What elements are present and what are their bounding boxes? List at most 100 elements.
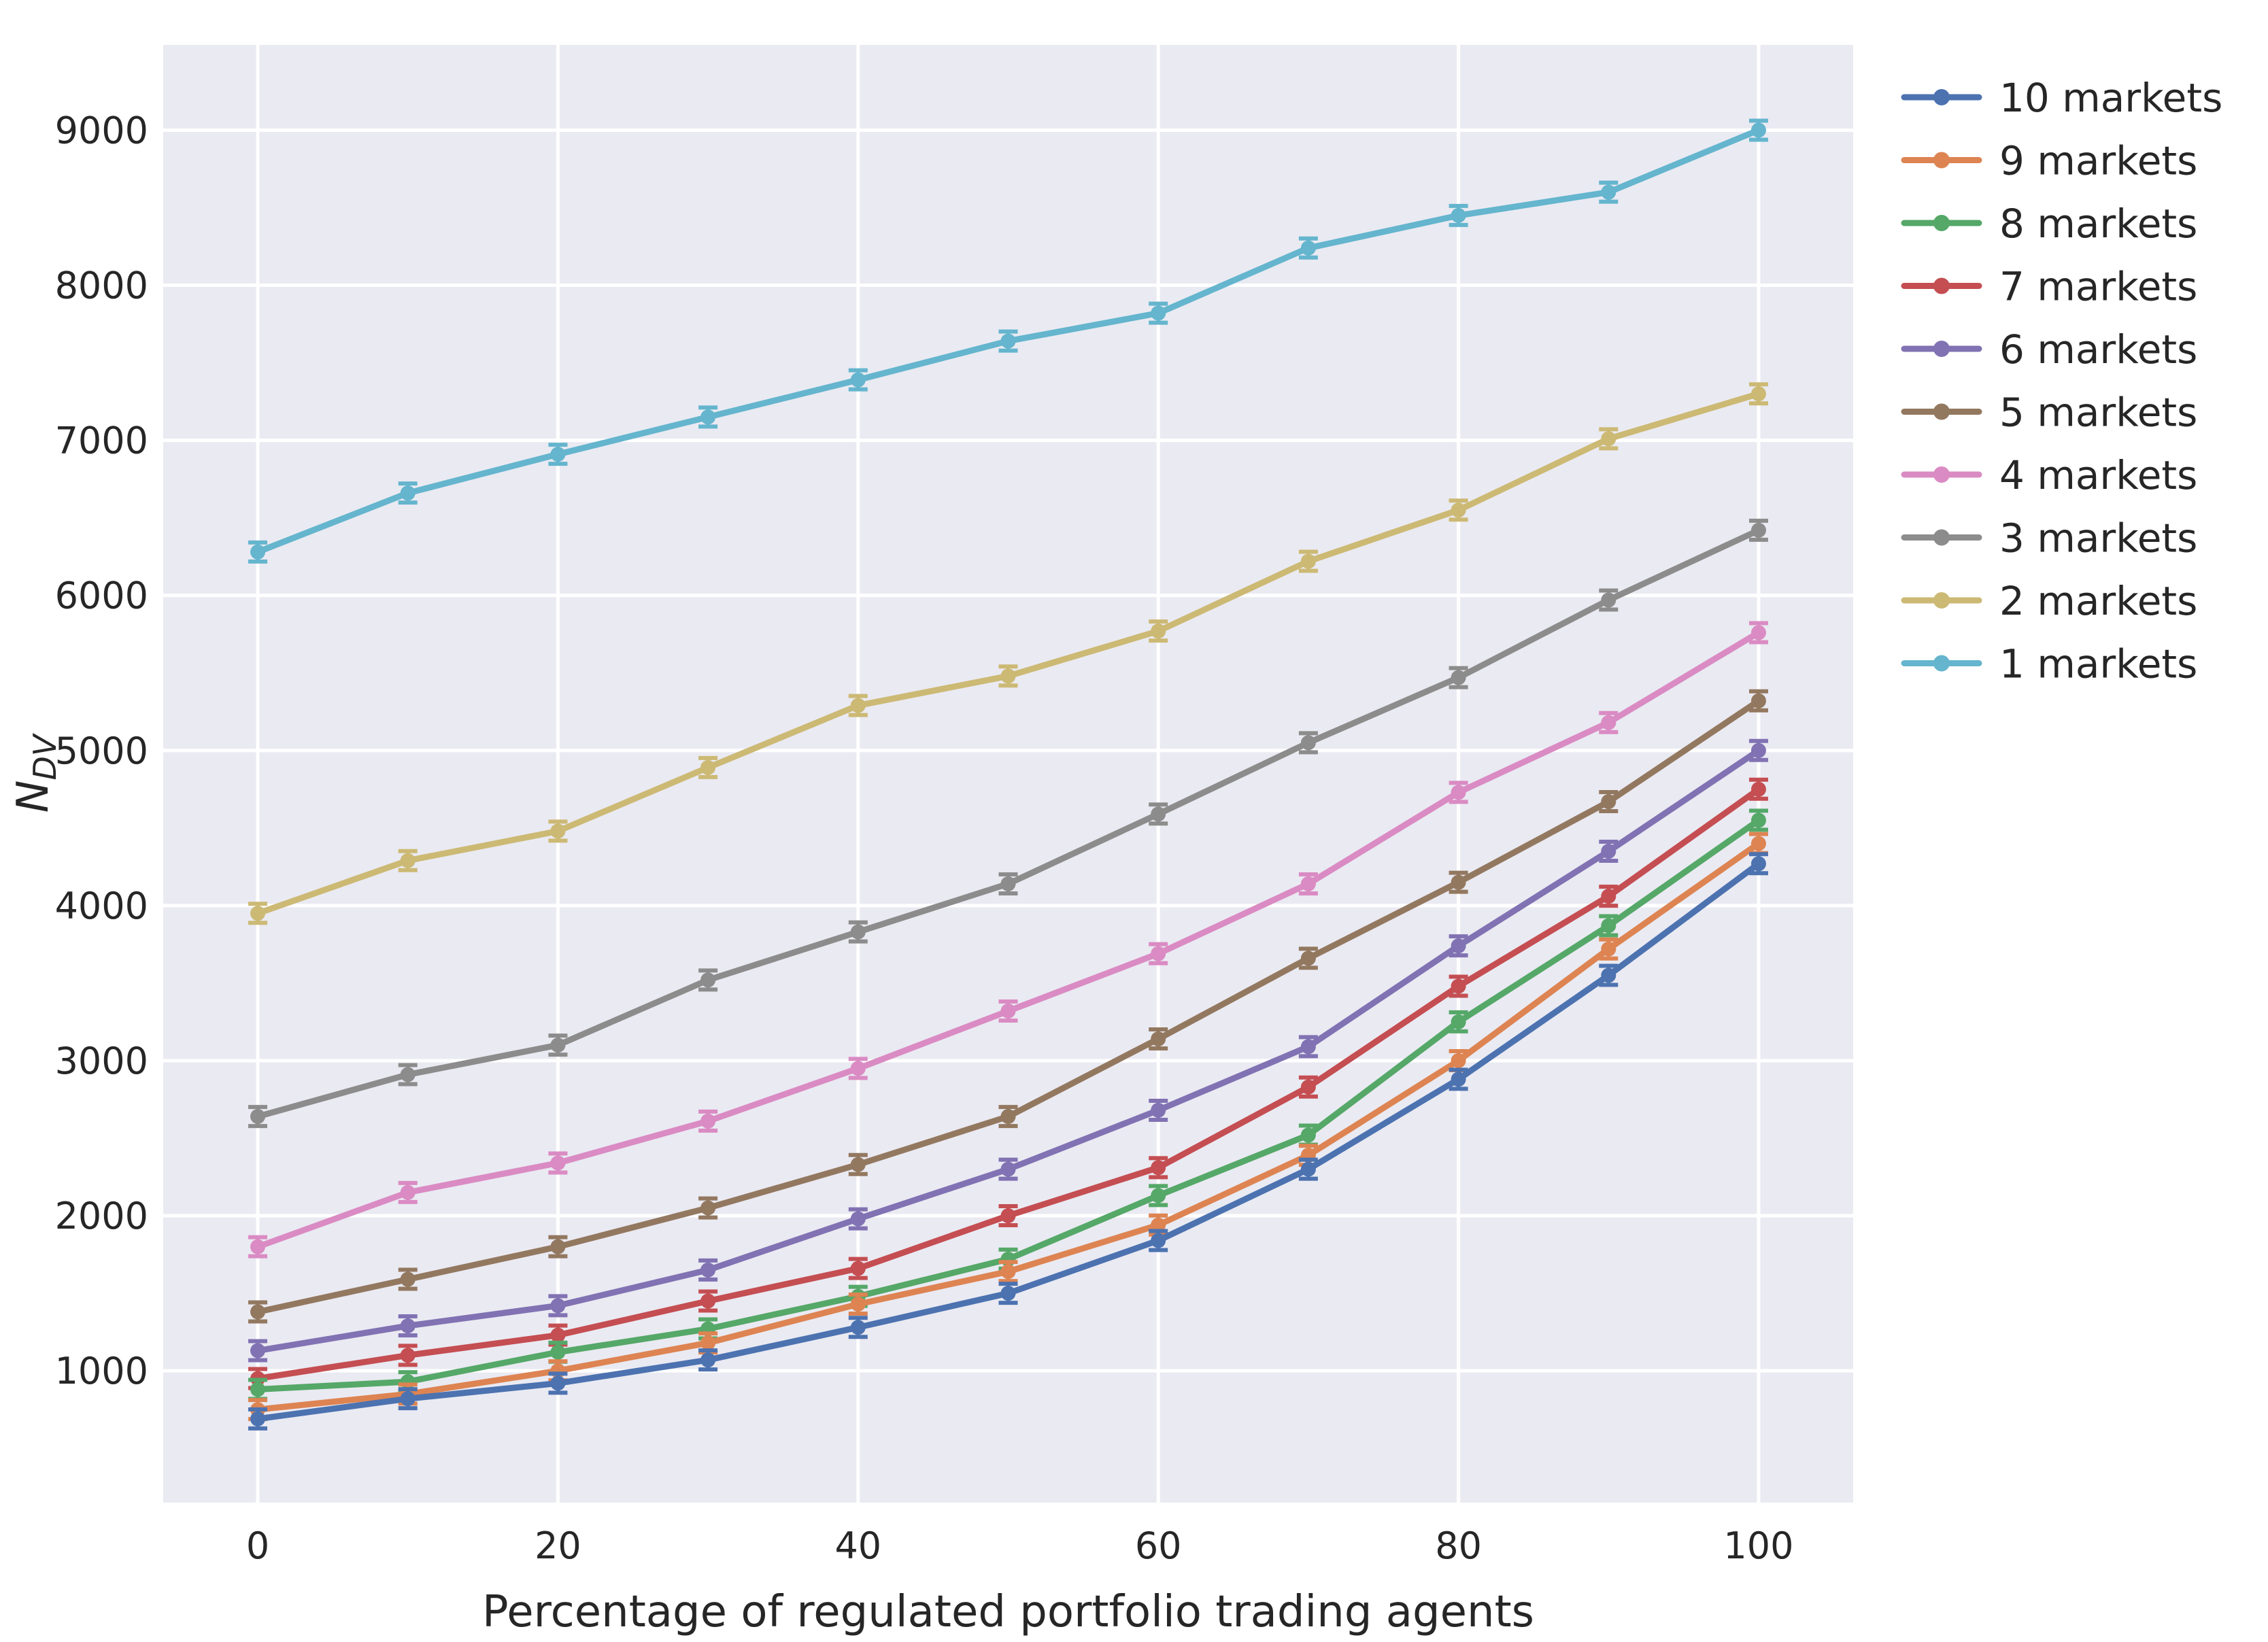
legend-item: 7 markets [1901,264,2197,310]
series-2-markets [248,382,1768,925]
data-point [1151,1217,1166,1233]
data-point [1601,431,1617,447]
data-point [1451,207,1466,223]
data-point [1601,918,1617,934]
legend-swatch-marker [1933,529,1950,546]
legend-label: 9 markets [1999,138,2197,184]
series-7-markets [248,777,1768,1390]
data-point [1151,1233,1166,1248]
data-point [1000,1109,1016,1125]
data-point [850,1320,866,1335]
legend-swatch-marker [1933,277,1950,294]
data-point [550,1298,566,1314]
legend-label: 4 markets [1999,452,2197,498]
data-point [400,1391,416,1407]
data-point [1601,844,1617,859]
legend-label: 2 markets [1999,578,2197,624]
data-point [700,1352,716,1368]
data-point [250,1343,266,1358]
data-point [700,1113,716,1129]
data-point [1000,1208,1016,1224]
data-point [1000,333,1016,349]
data-point [1750,693,1766,708]
data-point [400,1271,416,1287]
data-point [1451,670,1466,685]
y-axis-title-subscript: DV [27,732,63,780]
x-tick-label: 100 [1723,1524,1793,1567]
data-point [250,906,266,921]
data-point [700,1262,716,1278]
data-point [550,1239,566,1254]
data-point [1750,856,1766,872]
data-point [1451,874,1466,890]
data-point [250,1382,266,1397]
data-point [1300,951,1316,966]
legend-label: 8 markets [1999,201,2197,247]
data-point [700,1293,716,1309]
data-point [1300,735,1316,751]
data-point [1601,715,1617,730]
data-point [1300,1127,1316,1143]
series-1-markets [248,118,1768,564]
data-point [550,1327,566,1343]
data-point [1151,305,1166,321]
legend-item: 2 markets [1901,578,2197,624]
legend-swatch-marker [1933,341,1950,357]
series-6-markets [248,738,1768,1363]
data-point [1000,1161,1016,1177]
legend-item: 3 markets [1901,515,2197,562]
data-point [850,1261,866,1276]
data-point [550,1038,566,1053]
data-point [700,409,716,425]
series-lines [248,118,1768,1431]
legend-label: 6 markets [1999,326,2197,373]
data-point [400,1318,416,1333]
data-point [850,1211,866,1227]
x-tick-label: 20 [535,1524,581,1567]
data-point [1300,1039,1316,1055]
data-point [250,1304,266,1320]
data-point [250,1411,266,1426]
y-tick-label: 5000 [55,730,148,772]
data-point [250,1109,266,1125]
tick-labels: 0 20 40 60 80 100 1000 2000 3000 4000 5000 6000 7000… [55,109,1794,1567]
y-axis-title: NDV [8,732,63,813]
data-point [700,972,716,988]
y-tick-label: 6000 [55,575,148,617]
data-point [1300,1161,1316,1177]
y-tick-label: 2000 [55,1195,148,1237]
data-point [850,372,866,388]
data-point [1151,1160,1166,1176]
data-point [1750,522,1766,538]
data-point [1451,1072,1466,1087]
data-point [1300,876,1316,891]
data-point [1000,668,1016,684]
data-point [550,447,566,462]
legend-swatch-marker [1933,152,1950,169]
data-point [1750,742,1766,758]
data-point [1601,968,1617,983]
data-point [1601,941,1617,957]
data-point [1601,889,1617,904]
y-tick-label: 4000 [55,885,148,927]
legend-swatch-marker [1933,215,1950,231]
data-point [1601,794,1617,810]
x-tick-label: 0 [246,1524,269,1567]
y-tick-label: 7000 [55,420,148,462]
data-point [700,1200,716,1216]
x-axis-title: Percentage of regulated portfolio tradin… [482,1587,1534,1637]
data-point [1750,625,1766,640]
y-tick-label: 8000 [55,264,148,307]
data-point [400,1067,416,1082]
legend-label: 1 markets [1999,641,2197,687]
legend-swatch-marker [1933,592,1950,609]
data-point [700,1335,716,1351]
data-point [250,1239,266,1254]
data-point [400,1184,416,1200]
data-point [400,485,416,501]
data-point [550,1344,566,1360]
data-point [1151,806,1166,822]
series-10-markets [248,852,1768,1431]
data-point [1000,876,1016,891]
